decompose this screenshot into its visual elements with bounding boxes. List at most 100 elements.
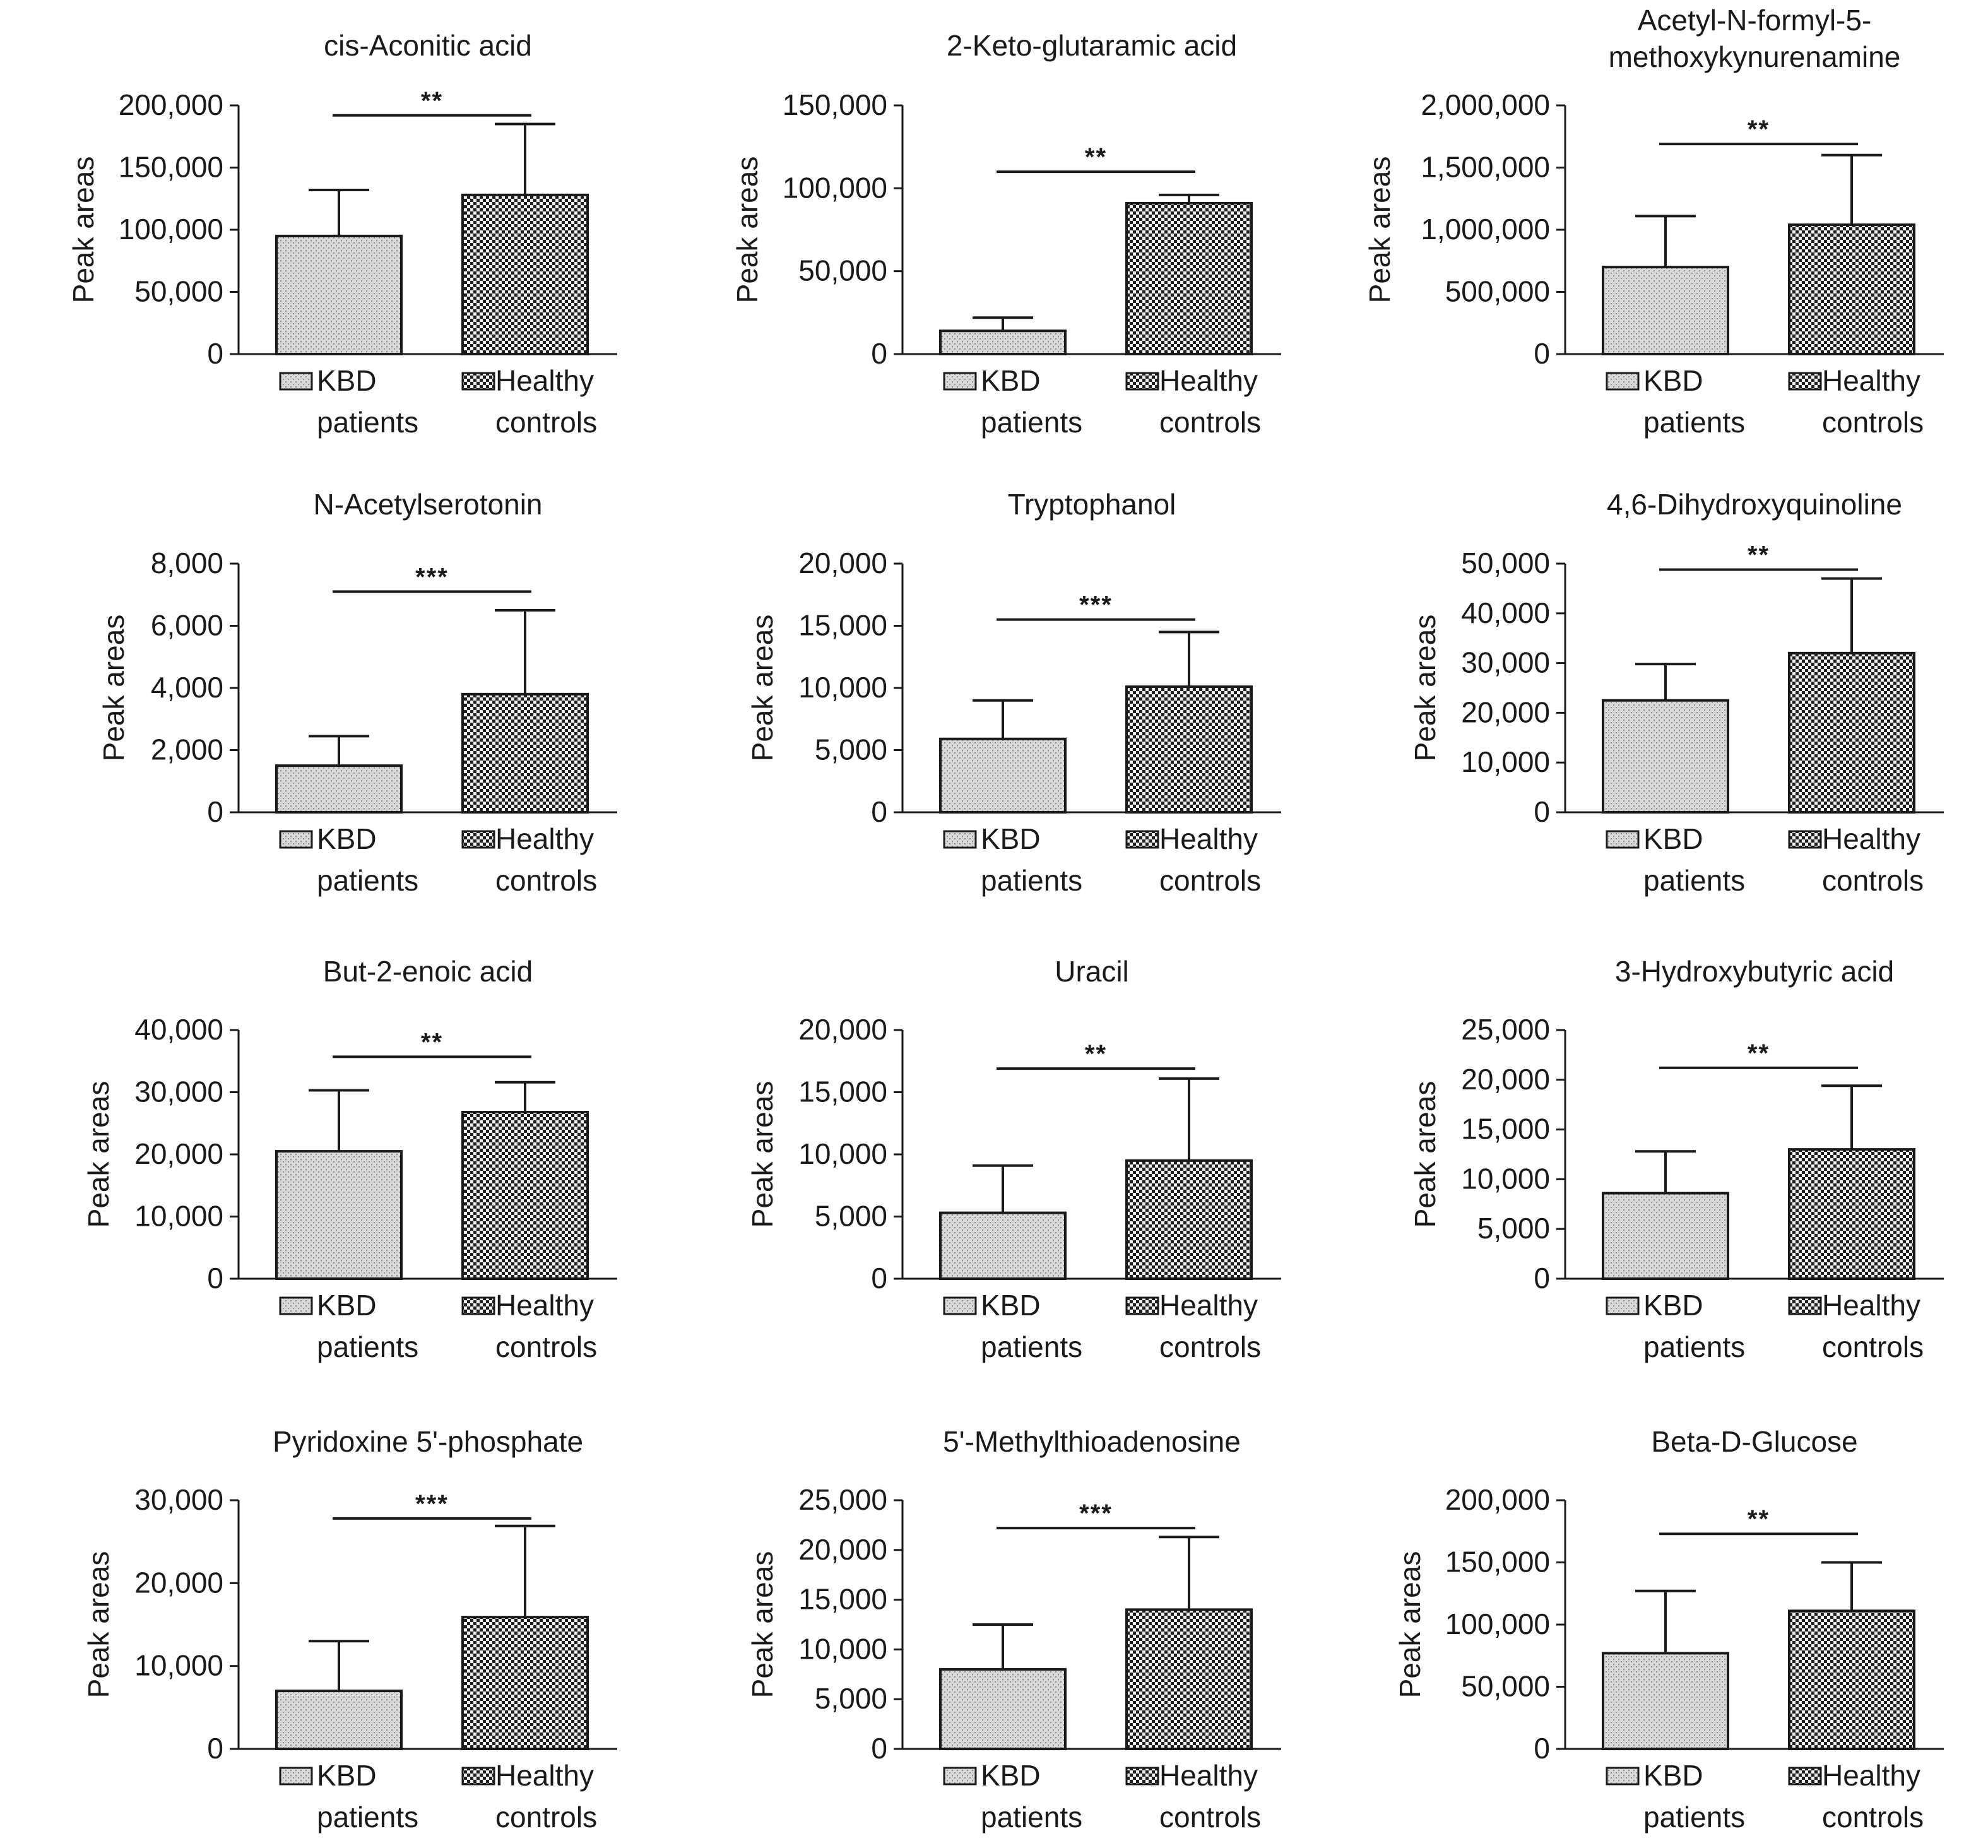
chart-panel-5: Tryptophanol 0 5,000 10,000 15,000 20,000 Peak… bbox=[746, 488, 1281, 897]
legend-swatch-hc bbox=[1788, 1767, 1822, 1786]
chart-panel-8: Uracil 0 5,000 10,000 15,000 20,000 Peak areas… bbox=[746, 955, 1281, 1363]
significance-label: ** bbox=[1748, 116, 1770, 143]
y-tick-label: 10,000 bbox=[1461, 1162, 1550, 1195]
legend-swatch-hc bbox=[461, 830, 495, 849]
legend-label-kbd-line2: patients bbox=[317, 406, 418, 439]
y-tick-label: 20,000 bbox=[798, 1013, 887, 1046]
y-tick-label: 20,000 bbox=[1461, 1063, 1550, 1096]
y-tick-label: 50,000 bbox=[134, 275, 223, 308]
significance-label: ** bbox=[1748, 1505, 1770, 1533]
legend-label-kbd-line1: KBD bbox=[317, 822, 377, 855]
chart-title: But-2-enoic acid bbox=[323, 955, 533, 988]
significance-label: *** bbox=[415, 563, 449, 591]
bar-kbd-patients bbox=[275, 234, 403, 355]
y-tick-label: 2,000,000 bbox=[1421, 88, 1550, 121]
y-tick-label: 4,000 bbox=[151, 671, 223, 704]
legend-swatch-kbd bbox=[279, 1296, 313, 1315]
y-tick-label: 100,000 bbox=[783, 171, 887, 204]
legend-label-kbd-line1: KBD bbox=[317, 364, 377, 397]
significance-label: ** bbox=[421, 87, 443, 115]
chart-panel-2: 2-Keto-glutaramic acid 0 50,000 100,000 150,… bbox=[731, 29, 1281, 439]
y-tick-label: 0 bbox=[871, 337, 887, 370]
legend-label-hc-line1: Healthy bbox=[1159, 1759, 1258, 1792]
y-axis-label: Peak areas bbox=[746, 1551, 779, 1698]
chart-panel-3: Acetyl-N-formyl-5-methoxykynurenamine 0 50… bbox=[1363, 4, 1944, 439]
y-tick-label: 20,000 bbox=[798, 1533, 887, 1566]
y-tick-label: 20,000 bbox=[134, 1137, 223, 1170]
y-tick-label: 1,000,000 bbox=[1421, 213, 1550, 246]
legend-swatch-kbd bbox=[279, 372, 313, 391]
legend-label-kbd-line1: KBD bbox=[1643, 1289, 1703, 1322]
legend-swatch-hc bbox=[1125, 830, 1159, 849]
bar-kbd-patients bbox=[1602, 266, 1729, 355]
chart-panel-10: Pyridoxine 5'-phosphate 0 10,000 20,000 30,0… bbox=[82, 1425, 617, 1833]
chart-panel-11: 5'-Methylthioadenosine 0 5,000 10,000 15,000… bbox=[746, 1425, 1281, 1833]
legend-swatch-hc bbox=[1788, 372, 1822, 391]
legend-label-kbd-line1: KBD bbox=[981, 364, 1041, 397]
chart-title: cis-Aconitic acid bbox=[324, 29, 532, 62]
legend-label-hc-line2: controls bbox=[1822, 406, 1924, 439]
legend-label-hc-line2: controls bbox=[1822, 1330, 1924, 1363]
chart-title-line1: Acetyl-N-formyl-5- bbox=[1638, 4, 1872, 37]
legend-swatch-hc bbox=[461, 1767, 495, 1786]
bar-healthy-controls bbox=[1788, 651, 1915, 814]
y-tick-label: 10,000 bbox=[798, 1632, 887, 1665]
y-tick-label: 15,000 bbox=[1461, 1113, 1550, 1146]
y-tick-label: 150,000 bbox=[783, 88, 887, 121]
legend-label-hc-line2: controls bbox=[1159, 1330, 1261, 1363]
bar-healthy-controls bbox=[1788, 1609, 1915, 1751]
bar-kbd-patients bbox=[275, 1690, 403, 1750]
legend-swatch-hc bbox=[1125, 1296, 1159, 1315]
y-tick-label: 100,000 bbox=[119, 213, 223, 246]
legend-swatch-kbd bbox=[1606, 1296, 1640, 1315]
y-tick-label: 500,000 bbox=[1445, 275, 1550, 308]
bar-healthy-controls bbox=[1788, 223, 1915, 355]
legend-swatch-hc bbox=[461, 372, 495, 391]
legend-swatch-hc bbox=[1788, 830, 1822, 849]
y-tick-label: 0 bbox=[207, 1732, 223, 1765]
legend-label-kbd-line2: patients bbox=[981, 864, 1082, 897]
y-tick-label: 8,000 bbox=[151, 547, 223, 579]
legend-label-kbd-line2: patients bbox=[981, 1801, 1082, 1833]
y-tick-label: 0 bbox=[207, 795, 223, 828]
y-tick-label: 30,000 bbox=[1461, 646, 1550, 679]
y-axis-label: Peak areas bbox=[1393, 1551, 1426, 1698]
y-axis-label: Peak areas bbox=[746, 615, 779, 762]
y-tick-label: 1,500,000 bbox=[1421, 151, 1550, 184]
y-tick-label: 6,000 bbox=[151, 609, 223, 642]
y-tick-label: 30,000 bbox=[134, 1075, 223, 1108]
y-tick-label: 20,000 bbox=[798, 547, 887, 579]
bar-kbd-patients bbox=[939, 329, 1067, 356]
significance-label: ** bbox=[1085, 1040, 1107, 1068]
legend-swatch-hc bbox=[1125, 1767, 1159, 1786]
legend-label-hc-line2: controls bbox=[495, 406, 597, 439]
significance-label: ** bbox=[1748, 541, 1770, 569]
chart-panel-6: 4,6-Dihydroxyquinoline 0 10,000 20,000 30,00… bbox=[1409, 488, 1944, 897]
legend-label-kbd-line1: KBD bbox=[1643, 1759, 1703, 1792]
y-tick-label: 15,000 bbox=[798, 1583, 887, 1616]
legend-label-kbd-line1: KBD bbox=[981, 822, 1041, 855]
chart-title: Tryptophanol bbox=[1008, 488, 1176, 521]
legend-label-hc-line2: controls bbox=[1159, 864, 1261, 897]
legend-label-hc-line1: Healthy bbox=[495, 822, 594, 855]
legend-label-hc-line2: controls bbox=[1159, 406, 1261, 439]
legend-swatch-kbd bbox=[943, 1296, 977, 1315]
legend-label-kbd-line2: patients bbox=[317, 864, 418, 897]
y-tick-label: 5,000 bbox=[815, 1200, 887, 1233]
legend-label-hc-line2: controls bbox=[1159, 1801, 1261, 1833]
legend-swatch-kbd bbox=[1606, 830, 1640, 849]
y-tick-label: 150,000 bbox=[1445, 1546, 1550, 1578]
y-tick-label: 0 bbox=[1534, 337, 1550, 370]
significance-label: ** bbox=[1748, 1040, 1770, 1067]
y-tick-label: 10,000 bbox=[134, 1200, 223, 1233]
legend-swatch-kbd bbox=[943, 372, 977, 391]
y-tick-label: 25,000 bbox=[1461, 1013, 1550, 1046]
y-tick-label: 0 bbox=[1534, 1262, 1550, 1294]
y-tick-label: 0 bbox=[1534, 1732, 1550, 1765]
legend-swatch-kbd bbox=[279, 1767, 313, 1786]
y-tick-label: 0 bbox=[871, 1262, 887, 1294]
y-tick-label: 10,000 bbox=[1461, 745, 1550, 778]
legend-label-kbd-line1: KBD bbox=[317, 1289, 377, 1322]
